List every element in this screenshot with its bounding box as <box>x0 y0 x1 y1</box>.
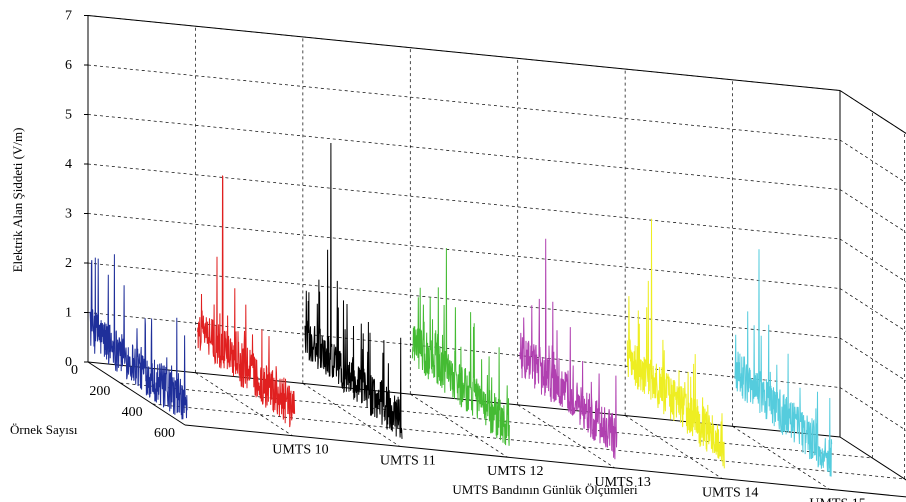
grid-line-z <box>87 163 841 240</box>
y-tick-label: 600 <box>154 426 175 441</box>
grid-line-floor <box>732 425 830 490</box>
axes-frame <box>84 15 906 498</box>
z-tick-label: 4 <box>65 157 72 172</box>
z-tick-label: 0 <box>65 355 72 370</box>
grid-line-z <box>839 337 906 382</box>
labels: 0 1 2 3 4 5 6 7 0 200 400 600 UMTS 10 UMTS 11 UMTS 12 U… <box>65 9 866 502</box>
z-tick-label: 5 <box>65 108 72 123</box>
category-label: UMTS 10 <box>272 443 328 458</box>
category-label: UMTS 13 <box>595 475 651 490</box>
category-label: UMTS 14 <box>702 486 758 501</box>
y-axis-line <box>87 361 186 426</box>
z-tick-label: 2 <box>65 256 72 271</box>
z-axis-label: Elektrik Alan Şiddeti (V/m) <box>10 128 25 273</box>
series-line-umts-11 <box>197 174 296 428</box>
grid-line-z <box>839 288 906 332</box>
grid-line-z <box>87 213 841 289</box>
back-floor-edge <box>87 361 841 438</box>
series-group <box>89 142 833 477</box>
category-label: UMTS 11 <box>380 453 436 468</box>
series-line-umts-12 <box>304 142 403 439</box>
x-axis-label: UMTS Bandının Günlük Ölçümleri <box>452 482 638 497</box>
y-tick-label: 200 <box>89 384 110 399</box>
z-tick-label: 7 <box>65 9 72 24</box>
right-floor-edge <box>839 436 906 481</box>
series-line-umts-13 <box>411 248 510 446</box>
series-line-umts-15 <box>626 218 725 469</box>
category-label: UMTS 12 <box>487 464 543 479</box>
x-axis-line <box>184 424 906 498</box>
grid-line-z <box>87 114 841 190</box>
grid-line-floor <box>517 404 615 469</box>
z-tick-label: 6 <box>65 58 72 73</box>
grid-line-z <box>87 64 841 141</box>
grid-line-floor <box>410 393 508 458</box>
top-right-edge <box>839 90 906 134</box>
grid-line-floor <box>195 372 293 437</box>
series-line-umts-14 <box>519 238 618 460</box>
z-tick-label: 1 <box>65 306 72 321</box>
grid-line-floor <box>302 383 401 447</box>
grid-line-z <box>839 139 906 184</box>
grid-line-z <box>839 387 906 431</box>
grid-line-floor <box>624 415 723 479</box>
series-line-umts-10 <box>89 254 188 420</box>
z-tick-label: 3 <box>65 207 72 222</box>
series-line-umts-16 <box>734 249 833 477</box>
grid-line-z <box>839 90 906 134</box>
y-axis-label: Örnek Sayısı <box>10 422 78 437</box>
y-tick-label: 0 <box>71 363 78 378</box>
category-label: UMTS 15 <box>809 496 865 502</box>
top-back-edge <box>87 15 841 91</box>
grid-line-z <box>839 238 906 283</box>
y-tick-label: 400 <box>122 405 143 420</box>
grid-line-z <box>839 189 906 233</box>
